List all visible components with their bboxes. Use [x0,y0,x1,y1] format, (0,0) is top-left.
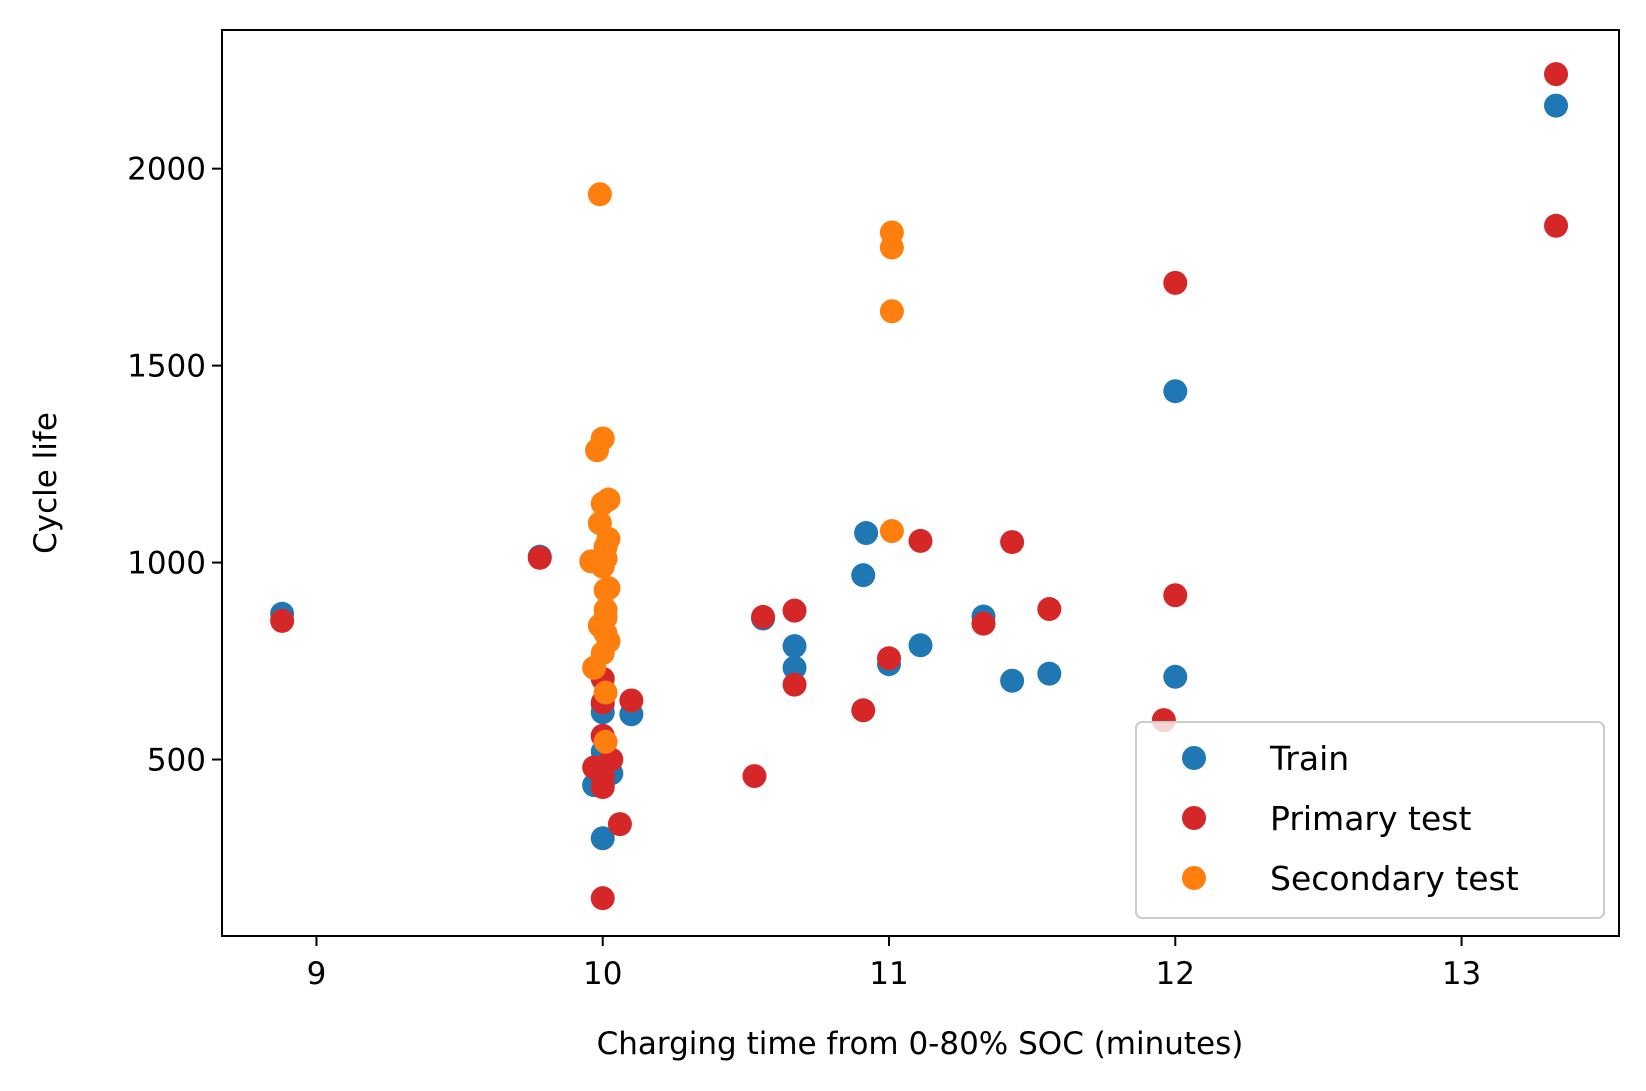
legend-marker-2 [1182,866,1206,890]
point-series-1-25 [1544,213,1569,238]
x-axis-label: Charging time from 0-80% SOC (minutes) [597,1026,1244,1062]
point-series-2-5 [596,487,621,512]
y-tick-label-1: 1000 [127,546,206,582]
point-series-1-20 [1000,530,1025,555]
point-series-2-12 [596,576,621,601]
legend-label-2: Secondary test [1270,859,1519,898]
legend: Train Primary test Secondary test [1135,721,1605,919]
point-series-2-20 [593,680,618,705]
point-series-2-19 [582,655,607,680]
point-series-0-17 [908,633,933,658]
y-axis-ticks: 500 1000 1500 2000 [127,152,222,779]
x-tick-label-2: 11 [869,956,908,992]
y-tick-label-3: 2000 [127,152,206,188]
point-series-0-3 [590,826,615,851]
point-series-0-15 [854,521,879,546]
point-series-0-23 [1544,93,1569,118]
point-series-0-22 [1163,379,1188,404]
x-tick-label-1: 10 [583,956,622,992]
point-series-1-24 [1163,270,1188,295]
legend-marker-0 [1182,746,1206,770]
point-series-1-10 [607,812,632,837]
point-series-0-20 [1037,661,1062,686]
point-series-1-11 [619,688,644,713]
legend-label-1: Primary test [1270,799,1471,838]
point-series-1-19 [971,611,996,636]
point-series-0-14 [851,563,876,588]
point-series-1-15 [782,672,807,697]
point-series-2-10 [590,554,615,579]
point-series-2-21 [593,729,618,754]
point-series-1-18 [908,528,933,553]
point-series-2-23 [879,299,904,324]
point-series-1-3 [590,886,615,911]
point-series-1-5 [590,765,615,790]
x-axis-ticks: 9 10 11 12 13 [307,936,1481,992]
point-series-0-13 [782,655,807,680]
y-axis-label: Cycle life [28,412,64,554]
point-series-2-7 [587,511,612,536]
point-series-1-12 [742,764,767,789]
x-tick-label-4: 13 [1442,956,1481,992]
point-series-1-0 [270,608,295,633]
plot-frame [221,29,1620,937]
x-tick-label-0: 9 [307,956,327,992]
point-series-0-19 [1000,668,1025,693]
point-series-2-4 [590,426,615,451]
point-series-0-21 [1163,664,1188,689]
point-series-0-12 [782,634,807,659]
legend-marker-1 [1182,806,1206,830]
point-series-1-14 [782,598,807,623]
point-series-1-16 [851,698,876,723]
point-series-2-25 [879,220,904,245]
point-series-1-26 [1544,62,1569,87]
y-tick-label-0: 500 [147,743,206,779]
point-series-1-23 [1163,583,1188,608]
legend-label-0: Train [1269,739,1349,778]
data-points [270,62,1569,911]
y-tick-label-2: 1500 [127,349,206,385]
point-series-1-13 [751,604,776,629]
point-series-1-17 [877,646,902,671]
point-series-1-1 [527,545,552,570]
point-series-2-1 [587,182,612,207]
legend-box [1135,721,1605,919]
x-tick-label-3: 12 [1156,956,1195,992]
point-series-1-21 [1037,597,1062,622]
point-series-2-22 [879,519,904,544]
